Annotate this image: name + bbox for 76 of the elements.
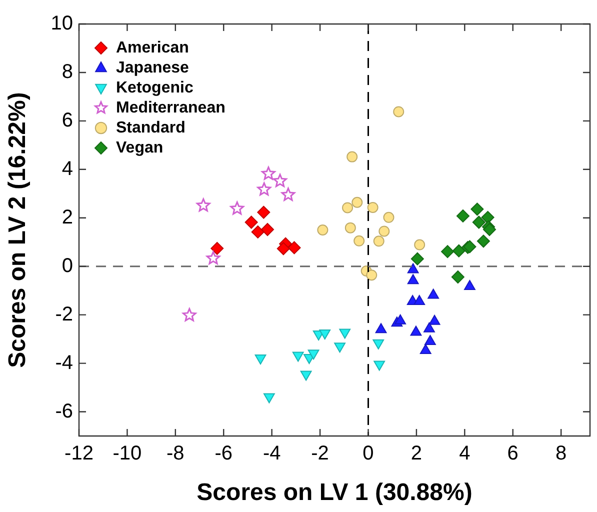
point (366, 270, 378, 281)
point (482, 223, 496, 236)
y-tick-label: -6 (55, 400, 73, 422)
x-tick-label: 6 (507, 442, 518, 465)
point (481, 210, 494, 224)
point (263, 393, 275, 404)
point (244, 216, 258, 229)
point (300, 370, 312, 381)
point (273, 174, 287, 188)
point (260, 223, 274, 236)
point (254, 354, 266, 364)
x-tick-label: -12 (64, 442, 94, 465)
x-tick-label: 0 (362, 442, 374, 465)
y-tick-label: -2 (55, 303, 73, 326)
x-tick-label: 2 (410, 442, 422, 465)
point (372, 339, 384, 350)
x-tick-label: -6 (214, 442, 233, 465)
legend-label: Vegan (116, 139, 164, 156)
point (342, 202, 354, 214)
legend-label: American (116, 39, 189, 56)
y-tick-label: 2 (62, 206, 73, 228)
y-tick-label: 4 (62, 158, 73, 180)
y-axis-title: Scores on LV 2 (16.22%) (4, 92, 32, 368)
point (452, 244, 466, 258)
y-tick-label: 10 (50, 12, 73, 35)
point (257, 182, 272, 196)
point (367, 202, 378, 213)
point (319, 330, 331, 340)
x-axis-title: Scores on LV 1 (30.88%) (196, 479, 472, 506)
legend-label: Mediterranean (116, 99, 226, 116)
point (470, 202, 484, 216)
point (410, 252, 424, 266)
point (374, 360, 386, 371)
point (230, 201, 244, 215)
x-tick-label: 8 (556, 442, 567, 465)
legend-label: Standard (116, 119, 186, 136)
point (334, 342, 346, 353)
y-tick-label: 6 (62, 109, 73, 132)
point (196, 198, 210, 212)
x-tick-label: -4 (262, 442, 281, 465)
point (346, 151, 358, 162)
point (182, 308, 196, 322)
y-tick-label: 8 (62, 60, 73, 83)
legend-label: Ketogenic (116, 79, 194, 96)
point (339, 328, 351, 339)
x-tick-label: -2 (311, 442, 329, 465)
point (451, 270, 464, 284)
point (281, 188, 296, 201)
point (378, 226, 390, 237)
point (276, 242, 290, 256)
point (354, 235, 365, 246)
point (456, 209, 470, 222)
legend-label: Japanese (116, 59, 190, 76)
point (292, 352, 304, 362)
point (210, 242, 224, 255)
y-tick-label: -4 (55, 352, 73, 374)
point (308, 350, 320, 360)
x-tick-label: 4 (459, 442, 470, 465)
point (251, 225, 264, 238)
x-tick-label: -8 (166, 442, 184, 465)
point (414, 239, 426, 250)
point (262, 166, 276, 180)
point (476, 234, 490, 248)
point (344, 222, 356, 234)
point (352, 196, 363, 208)
point (206, 251, 220, 264)
point (317, 224, 328, 236)
point (383, 212, 394, 223)
point (257, 206, 270, 219)
y-tick-label: 0 (62, 254, 73, 277)
point (288, 241, 301, 254)
x-tick-label: -10 (112, 442, 142, 465)
point (472, 216, 486, 229)
point (393, 106, 404, 118)
point (441, 245, 454, 258)
point (373, 236, 384, 247)
